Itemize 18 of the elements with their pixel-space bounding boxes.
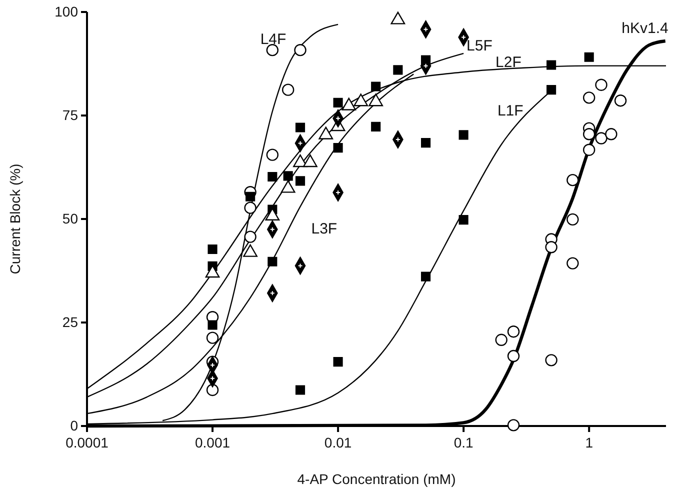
x-tick-label: 0.1 [454, 434, 474, 451]
x-tick-label: 0.01 [324, 434, 352, 451]
x-axis-title: 4-AP Concentration (mM) [297, 471, 456, 487]
x-tick-label: 0.001 [194, 434, 230, 451]
x-tick-label: 1 [585, 434, 594, 451]
series-label: L5F [466, 37, 492, 54]
series-label: L3F [311, 220, 338, 238]
y-tick-label: 75 [62, 106, 78, 123]
series-label: L1F [497, 102, 524, 120]
y-tick-label: 0 [70, 417, 78, 434]
y-tick-label: 50 [62, 210, 78, 226]
y-axis-title: Current Block (%) [7, 164, 23, 274]
y-tick-label: 25 [62, 314, 78, 330]
series-label: L2F [496, 54, 522, 72]
x-tick-label: 0.0001 [66, 434, 109, 451]
series-label: hKv1.4 [622, 20, 668, 37]
series-label: L4F [260, 30, 286, 48]
y-tick-label: 100 [54, 3, 78, 20]
